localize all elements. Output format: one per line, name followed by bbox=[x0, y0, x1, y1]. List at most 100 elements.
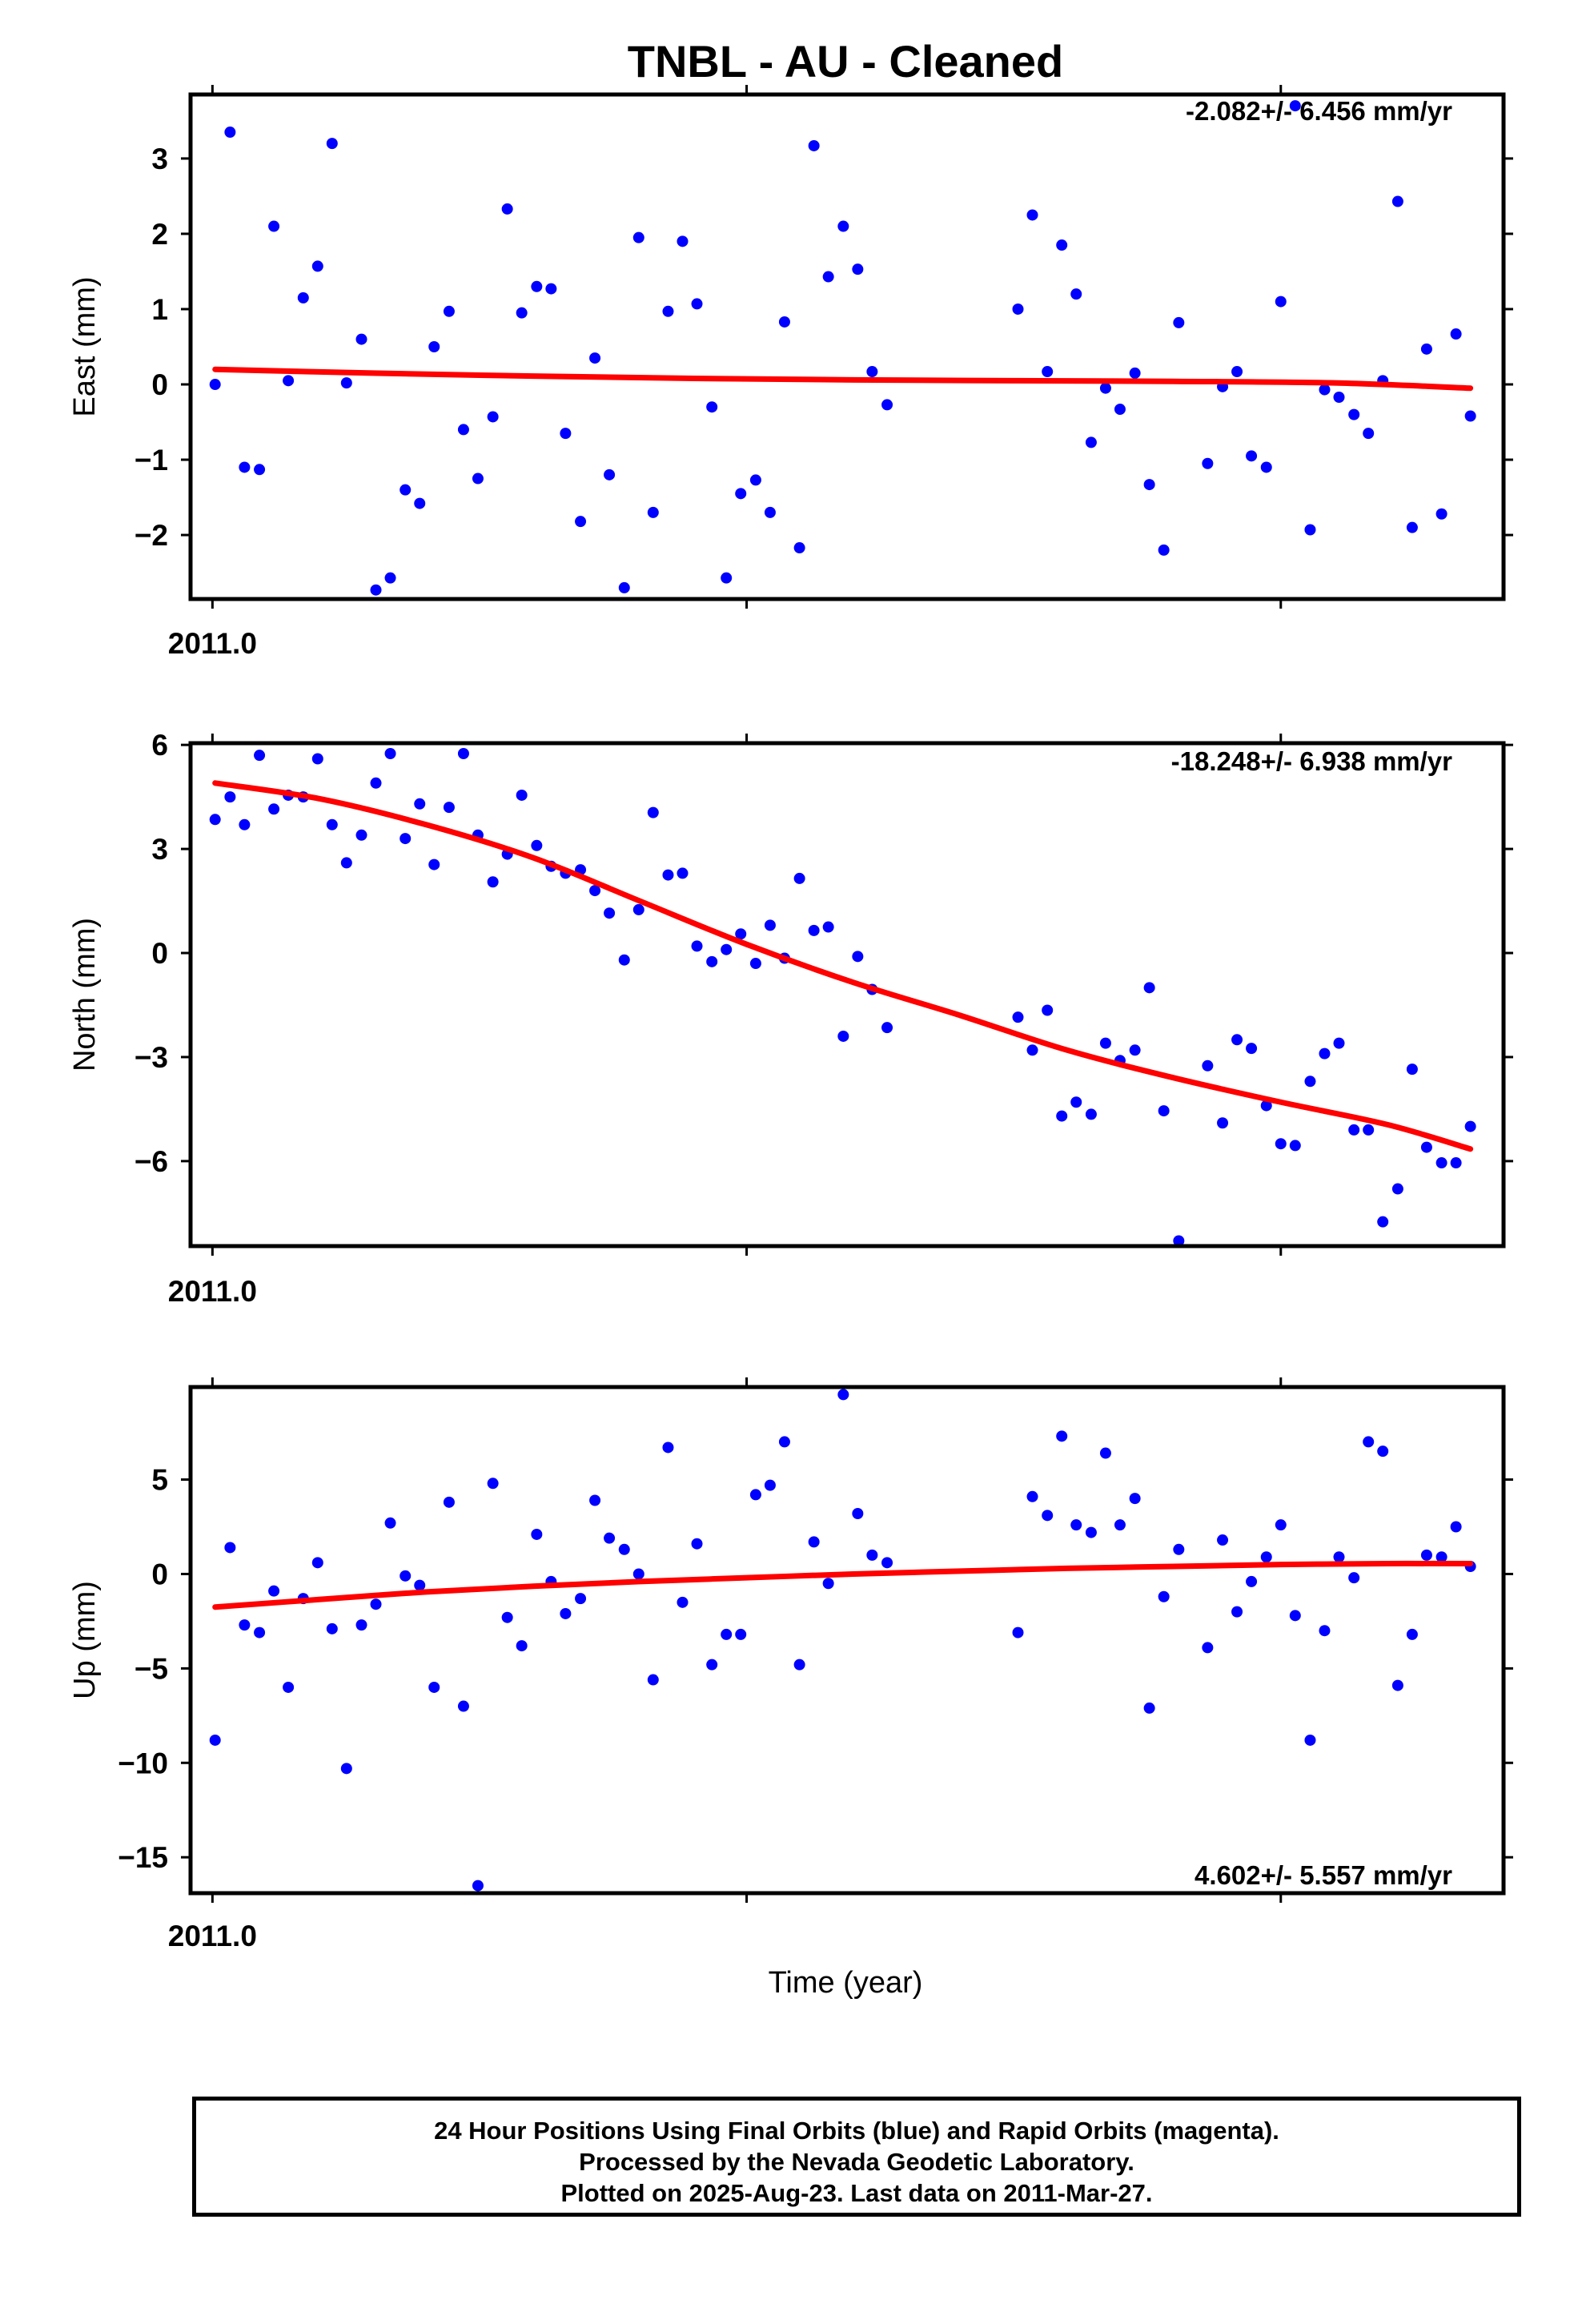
east-data-point bbox=[457, 424, 469, 436]
east-data-point bbox=[1289, 100, 1301, 112]
north-data-point bbox=[852, 951, 864, 963]
up-data-point bbox=[311, 1557, 323, 1569]
up-rate-label: 4.602+/- 5.557 mm/yr bbox=[1195, 1860, 1452, 1890]
north-data-point bbox=[691, 940, 703, 952]
east-plot-frame bbox=[188, 92, 1506, 601]
east-data-point bbox=[311, 260, 323, 272]
up-data-point bbox=[837, 1389, 849, 1401]
x-axis-label: Time (year) bbox=[769, 1966, 923, 2000]
north-data-point bbox=[1143, 982, 1155, 994]
east-data-point bbox=[1319, 384, 1331, 396]
north-plot-area bbox=[209, 747, 1476, 1246]
north-data-point bbox=[400, 833, 412, 845]
up-plot-frame bbox=[188, 1385, 1506, 1896]
east-data-point bbox=[239, 461, 251, 473]
north-data-point bbox=[632, 903, 644, 915]
up-data-point bbox=[560, 1607, 572, 1619]
east-data-point bbox=[1464, 410, 1476, 422]
up-data-point bbox=[1435, 1551, 1447, 1563]
east-data-point bbox=[1260, 461, 1272, 473]
north-y-axis-label: North (mm) bbox=[68, 918, 102, 1072]
east-data-point bbox=[632, 231, 644, 243]
north-plot-frame bbox=[188, 741, 1506, 1248]
up-data-point bbox=[209, 1734, 221, 1746]
east-data-point bbox=[691, 298, 703, 310]
up-data-point bbox=[1246, 1575, 1258, 1587]
east-data-point bbox=[1231, 366, 1243, 378]
up-data-point bbox=[604, 1532, 616, 1544]
north-data-point bbox=[1275, 1138, 1287, 1150]
east-data-point bbox=[1085, 436, 1097, 448]
up-data-point bbox=[1085, 1526, 1097, 1538]
north-data-point bbox=[1348, 1124, 1360, 1136]
east-data-point bbox=[443, 305, 455, 317]
up-data-point bbox=[1231, 1606, 1243, 1618]
north-data-point bbox=[370, 777, 382, 789]
up-y-axis-label: Up (mm) bbox=[68, 1581, 102, 1699]
east-data-point bbox=[1333, 392, 1345, 403]
north-data-point bbox=[1246, 1043, 1258, 1055]
east-data-point bbox=[822, 271, 834, 283]
east-data-point bbox=[1129, 367, 1141, 379]
up-data-point bbox=[1158, 1590, 1170, 1602]
east-data-point bbox=[1450, 328, 1462, 340]
east-x-tick-label: 2011.0 bbox=[168, 627, 257, 660]
east-data-point bbox=[400, 484, 412, 496]
north-y-tick-label: −3 bbox=[135, 1041, 168, 1074]
north-data-point bbox=[764, 919, 776, 931]
up-data-point bbox=[1348, 1572, 1360, 1584]
north-fit-line bbox=[212, 780, 1474, 1152]
up-data-point bbox=[428, 1681, 440, 1693]
north-data-point bbox=[340, 857, 352, 869]
east-y-tick-label: 1 bbox=[151, 293, 168, 326]
north-y-tick-label: −6 bbox=[135, 1145, 168, 1178]
north-data-point bbox=[1056, 1110, 1068, 1122]
up-data-point bbox=[749, 1489, 761, 1501]
north-data-point bbox=[326, 818, 338, 830]
up-data-point bbox=[793, 1659, 805, 1671]
east-data-point bbox=[575, 516, 587, 528]
east-data-point bbox=[209, 379, 221, 391]
up-data-point bbox=[1289, 1610, 1301, 1622]
up-data-point bbox=[1099, 1447, 1111, 1459]
north-y-tick-label: 6 bbox=[151, 729, 168, 762]
up-data-point bbox=[224, 1542, 236, 1554]
east-data-point bbox=[749, 474, 761, 486]
east-data-point bbox=[677, 235, 689, 247]
up-data-point bbox=[1391, 1679, 1403, 1691]
north-data-point bbox=[1260, 1100, 1272, 1112]
north-data-point bbox=[1420, 1141, 1432, 1153]
north-y-tick-label: 0 bbox=[151, 937, 168, 970]
east-data-point bbox=[384, 572, 396, 584]
up-y-tick-label: 5 bbox=[151, 1464, 168, 1497]
north-data-point bbox=[837, 1030, 849, 1042]
up-data-point bbox=[457, 1700, 469, 1712]
east-data-point bbox=[852, 263, 864, 275]
east-y-tick-label: −2 bbox=[135, 519, 168, 552]
east-data-point bbox=[370, 584, 382, 596]
north-data-point bbox=[1070, 1096, 1082, 1108]
east-data-point bbox=[1420, 343, 1432, 355]
north-data-point bbox=[1319, 1047, 1331, 1059]
north-data-point bbox=[355, 829, 367, 841]
east-data-point bbox=[1246, 450, 1258, 462]
up-y-tick-label: −15 bbox=[118, 1841, 168, 1874]
north-data-point bbox=[1435, 1157, 1447, 1169]
east-rate-label: -2.082+/- 6.456 mm/yr bbox=[1186, 96, 1452, 126]
north-data-point bbox=[1173, 1235, 1185, 1246]
up-data-point bbox=[472, 1880, 484, 1892]
east-data-point bbox=[604, 468, 616, 480]
up-data-point bbox=[531, 1528, 543, 1540]
north-data-point bbox=[1391, 1183, 1403, 1195]
up-data-point bbox=[1275, 1519, 1287, 1531]
east-data-point bbox=[326, 138, 338, 150]
north-data-point bbox=[428, 858, 440, 870]
up-data-point bbox=[239, 1619, 251, 1631]
north-data-point bbox=[1377, 1216, 1389, 1228]
up-data-point bbox=[1304, 1734, 1316, 1746]
up-data-point bbox=[1114, 1519, 1126, 1531]
up-data-point bbox=[647, 1674, 659, 1686]
up-data-point bbox=[778, 1436, 790, 1448]
north-data-point bbox=[647, 806, 659, 818]
east-data-point bbox=[793, 542, 805, 554]
